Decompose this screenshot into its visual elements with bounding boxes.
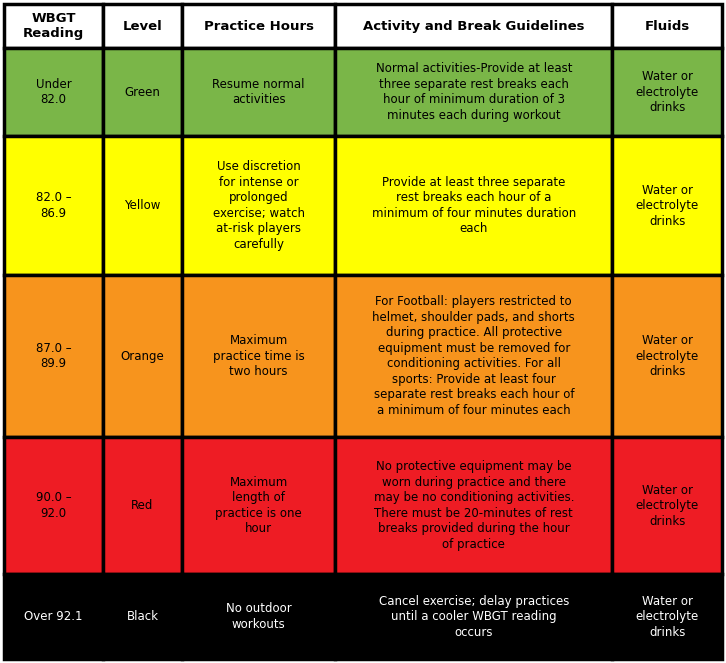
Bar — [612, 574, 722, 659]
Text: No protective equipment may be
worn during practice and there
may be no conditio: No protective equipment may be worn duri… — [373, 460, 574, 551]
Bar — [182, 437, 335, 574]
Bar — [4, 136, 103, 275]
Text: Provide at least three separate
rest breaks each hour of a
minimum of four minut: Provide at least three separate rest bre… — [372, 176, 576, 235]
Text: Water or
electrolyte
drinks: Water or electrolyte drinks — [635, 595, 698, 638]
Bar — [335, 275, 612, 437]
Text: Orange: Orange — [121, 349, 164, 363]
Bar — [612, 4, 722, 48]
Bar — [182, 48, 335, 136]
Bar — [103, 574, 182, 659]
Bar — [182, 574, 335, 659]
Bar — [612, 437, 722, 574]
Text: Normal activities-Provide at least
three separate rest breaks each
hour of minim: Normal activities-Provide at least three… — [375, 62, 572, 122]
Text: Maximum
length of
practice is one
hour: Maximum length of practice is one hour — [216, 476, 302, 535]
Text: Resume normal
activities: Resume normal activities — [213, 78, 305, 106]
Text: Under
82.0: Under 82.0 — [36, 78, 71, 106]
Text: Water or
electrolyte
drinks: Water or electrolyte drinks — [635, 334, 698, 378]
Text: 90.0 –
92.0: 90.0 – 92.0 — [36, 491, 71, 520]
Bar — [4, 48, 103, 136]
Text: Level: Level — [123, 20, 163, 32]
Bar — [335, 437, 612, 574]
Text: Red: Red — [131, 499, 154, 512]
Bar — [612, 275, 722, 437]
Bar — [335, 136, 612, 275]
Text: Water or
electrolyte
drinks: Water or electrolyte drinks — [635, 184, 698, 227]
Bar — [335, 48, 612, 136]
Text: 82.0 –
86.9: 82.0 – 86.9 — [36, 191, 71, 219]
Bar — [4, 437, 103, 574]
Text: Use discretion
for intense or
prolonged
exercise; watch
at-risk players
carefull: Use discretion for intense or prolonged … — [213, 160, 305, 251]
Bar — [103, 4, 182, 48]
Text: Water or
electrolyte
drinks: Water or electrolyte drinks — [635, 483, 698, 528]
Bar — [612, 48, 722, 136]
Text: Black: Black — [126, 610, 158, 623]
Bar — [182, 275, 335, 437]
Text: Fluids: Fluids — [645, 20, 690, 32]
Bar — [182, 4, 335, 48]
Bar — [103, 48, 182, 136]
Bar — [103, 437, 182, 574]
Text: Maximum
practice time is
two hours: Maximum practice time is two hours — [213, 334, 304, 378]
Bar — [103, 136, 182, 275]
Text: WBGT
Reading: WBGT Reading — [23, 12, 84, 40]
Bar — [182, 136, 335, 275]
Bar — [103, 275, 182, 437]
Bar — [612, 136, 722, 275]
Text: For Football: players restricted to
helmet, shoulder pads, and shorts
during pra: For Football: players restricted to helm… — [372, 296, 575, 417]
Text: Cancel exercise; delay practices
until a cooler WBGT reading
occurs: Cancel exercise; delay practices until a… — [378, 595, 569, 638]
Text: Activity and Break Guidelines: Activity and Break Guidelines — [363, 20, 584, 32]
Bar — [335, 4, 612, 48]
Bar — [4, 574, 103, 659]
Text: Practice Hours: Practice Hours — [204, 20, 314, 32]
Bar — [4, 4, 103, 48]
Text: Yellow: Yellow — [124, 199, 160, 212]
Text: Water or
electrolyte
drinks: Water or electrolyte drinks — [635, 70, 698, 114]
Text: 87.0 –
89.9: 87.0 – 89.9 — [36, 342, 71, 371]
Bar — [335, 574, 612, 659]
Text: No outdoor
workouts: No outdoor workouts — [226, 603, 292, 631]
Bar — [4, 275, 103, 437]
Text: Over 92.1: Over 92.1 — [24, 610, 83, 623]
Text: Green: Green — [125, 86, 160, 99]
